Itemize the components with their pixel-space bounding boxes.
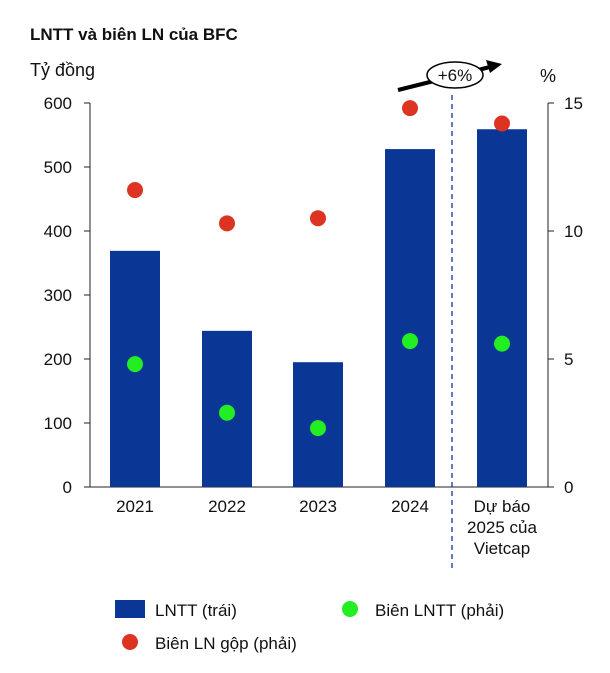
pretax-margin-point [402, 333, 418, 350]
y2-tick-label: 5 [564, 350, 573, 369]
legend-swatch-dot [342, 601, 358, 617]
pretax-margin-point [494, 335, 510, 352]
chart-title: LNTT và biên LN của BFC [30, 25, 238, 44]
x-tick-label: 2021 [116, 497, 154, 516]
x-tick-label: 2022 [208, 497, 246, 516]
legend-label: Biên LN gộp (phải) [155, 634, 297, 653]
y-tick-label: 100 [44, 414, 72, 433]
gross-margin-point [127, 182, 143, 199]
y-tick-label: 600 [44, 94, 72, 113]
annotation-bubble [426, 61, 484, 89]
gross-margin-point [310, 210, 326, 227]
x-tick-label: Vietcap [474, 539, 530, 558]
gross-margin-point [219, 215, 235, 232]
pretax-margin-point [310, 420, 326, 437]
legend-label: Biên LNTT (phải) [375, 601, 504, 620]
gross-margin-point [494, 115, 510, 132]
y-axis-label: Tỷ đồng [30, 60, 95, 80]
bar [477, 129, 527, 488]
y2-tick-label: 10 [564, 222, 583, 241]
x-tick-label: 2025 của [467, 518, 537, 537]
gross-margin-point [402, 100, 418, 117]
y2-tick-label: 0 [564, 478, 573, 497]
legend-swatch-dot [122, 634, 138, 650]
y2-axis-label: % [540, 66, 556, 86]
y-tick-label: 500 [44, 158, 72, 177]
y-tick-label: 0 [63, 478, 72, 497]
x-tick-label: Dự báo [474, 497, 531, 516]
y2-tick-label: 15 [564, 94, 583, 113]
legend-label: LNTT (trái) [155, 601, 237, 620]
bar [385, 149, 435, 487]
pretax-margin-point [127, 356, 143, 373]
growth-annotation: +6% [397, 60, 502, 92]
y-tick-label: 200 [44, 350, 72, 369]
y-tick-label: 400 [44, 222, 72, 241]
annotation-text: +6% [438, 66, 473, 85]
legend-swatch-bar [115, 600, 145, 618]
x-tick-label: 2023 [299, 497, 337, 516]
y-tick-label: 300 [44, 286, 72, 305]
arrow-head-icon [486, 60, 502, 73]
x-tick-label: 2024 [391, 497, 429, 516]
pretax-margin-point [219, 404, 235, 421]
